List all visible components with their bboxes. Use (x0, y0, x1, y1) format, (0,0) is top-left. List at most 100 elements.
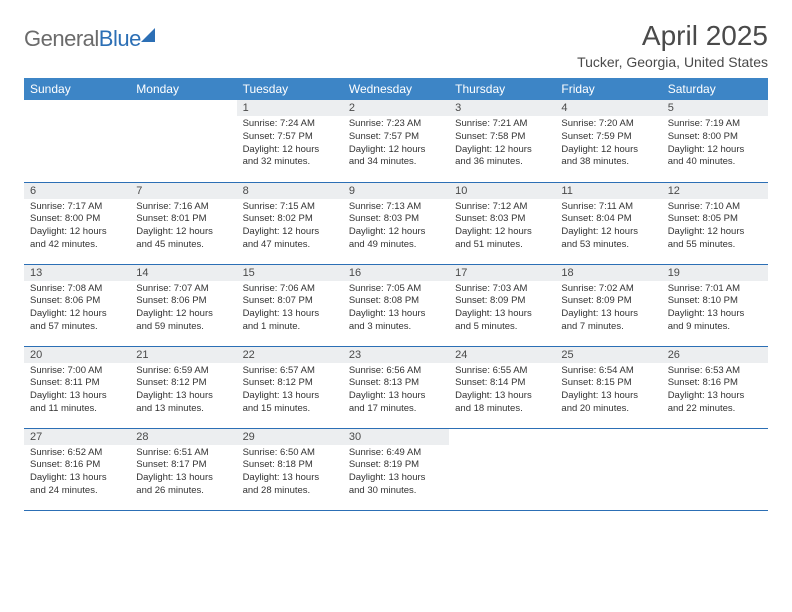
day-details: Sunrise: 7:05 AMSunset: 8:08 PMDaylight:… (343, 281, 449, 338)
day-number: 13 (24, 265, 130, 281)
day-number: 1 (237, 100, 343, 116)
calendar-cell: 27Sunrise: 6:52 AMSunset: 8:16 PMDayligh… (24, 428, 130, 510)
day-number: 14 (130, 265, 236, 281)
day-details: Sunrise: 7:20 AMSunset: 7:59 PMDaylight:… (555, 116, 661, 173)
day-number: 25 (555, 347, 661, 363)
calendar-row: 13Sunrise: 7:08 AMSunset: 8:06 PMDayligh… (24, 264, 768, 346)
calendar-row: 1Sunrise: 7:24 AMSunset: 7:57 PMDaylight… (24, 100, 768, 182)
calendar-cell: 1Sunrise: 7:24 AMSunset: 7:57 PMDaylight… (237, 100, 343, 182)
day-details: Sunrise: 6:49 AMSunset: 8:19 PMDaylight:… (343, 445, 449, 502)
day-details: Sunrise: 7:07 AMSunset: 8:06 PMDaylight:… (130, 281, 236, 338)
logo-word2: Blue (99, 26, 141, 51)
day-details: Sunrise: 7:08 AMSunset: 8:06 PMDaylight:… (24, 281, 130, 338)
month-title: April 2025 (577, 20, 768, 52)
calendar-cell: 4Sunrise: 7:20 AMSunset: 7:59 PMDaylight… (555, 100, 661, 182)
calendar-cell: 20Sunrise: 7:00 AMSunset: 8:11 PMDayligh… (24, 346, 130, 428)
day-details: Sunrise: 7:02 AMSunset: 8:09 PMDaylight:… (555, 281, 661, 338)
calendar-cell: 18Sunrise: 7:02 AMSunset: 8:09 PMDayligh… (555, 264, 661, 346)
calendar-cell: 12Sunrise: 7:10 AMSunset: 8:05 PMDayligh… (662, 182, 768, 264)
calendar-cell: 28Sunrise: 6:51 AMSunset: 8:17 PMDayligh… (130, 428, 236, 510)
day-number: 16 (343, 265, 449, 281)
calendar-row: 27Sunrise: 6:52 AMSunset: 8:16 PMDayligh… (24, 428, 768, 510)
calendar-cell: 2Sunrise: 7:23 AMSunset: 7:57 PMDaylight… (343, 100, 449, 182)
day-number: 23 (343, 347, 449, 363)
day-number: 2 (343, 100, 449, 116)
calendar-cell: 3Sunrise: 7:21 AMSunset: 7:58 PMDaylight… (449, 100, 555, 182)
title-block: April 2025 Tucker, Georgia, United State… (577, 20, 768, 70)
day-number: 29 (237, 429, 343, 445)
day-details: Sunrise: 7:19 AMSunset: 8:00 PMDaylight:… (662, 116, 768, 173)
day-details: Sunrise: 6:55 AMSunset: 8:14 PMDaylight:… (449, 363, 555, 420)
day-number: 27 (24, 429, 130, 445)
page-container: GeneralBlue April 2025 Tucker, Georgia, … (0, 0, 792, 531)
logo-word1: General (24, 26, 99, 51)
calendar-cell: 30Sunrise: 6:49 AMSunset: 8:19 PMDayligh… (343, 428, 449, 510)
calendar-cell: 15Sunrise: 7:06 AMSunset: 8:07 PMDayligh… (237, 264, 343, 346)
day-details: Sunrise: 6:51 AMSunset: 8:17 PMDaylight:… (130, 445, 236, 502)
day-number: 5 (662, 100, 768, 116)
logo: GeneralBlue (24, 26, 155, 52)
calendar-cell (130, 100, 236, 182)
day-details: Sunrise: 7:23 AMSunset: 7:57 PMDaylight:… (343, 116, 449, 173)
day-details: Sunrise: 7:00 AMSunset: 8:11 PMDaylight:… (24, 363, 130, 420)
calendar-cell: 29Sunrise: 6:50 AMSunset: 8:18 PMDayligh… (237, 428, 343, 510)
day-details: Sunrise: 6:54 AMSunset: 8:15 PMDaylight:… (555, 363, 661, 420)
logo-triangle-icon (141, 28, 155, 42)
day-details: Sunrise: 7:03 AMSunset: 8:09 PMDaylight:… (449, 281, 555, 338)
calendar-body: 1Sunrise: 7:24 AMSunset: 7:57 PMDaylight… (24, 100, 768, 510)
calendar-row: 20Sunrise: 7:00 AMSunset: 8:11 PMDayligh… (24, 346, 768, 428)
day-details: Sunrise: 6:57 AMSunset: 8:12 PMDaylight:… (237, 363, 343, 420)
day-details: Sunrise: 6:56 AMSunset: 8:13 PMDaylight:… (343, 363, 449, 420)
calendar-cell: 26Sunrise: 6:53 AMSunset: 8:16 PMDayligh… (662, 346, 768, 428)
day-number: 6 (24, 183, 130, 199)
day-number: 10 (449, 183, 555, 199)
day-number: 21 (130, 347, 236, 363)
day-details: Sunrise: 7:21 AMSunset: 7:58 PMDaylight:… (449, 116, 555, 173)
day-number: 3 (449, 100, 555, 116)
weekday-header: Friday (555, 78, 661, 100)
day-number: 26 (662, 347, 768, 363)
day-number: 17 (449, 265, 555, 281)
calendar-cell: 13Sunrise: 7:08 AMSunset: 8:06 PMDayligh… (24, 264, 130, 346)
day-number: 24 (449, 347, 555, 363)
day-details: Sunrise: 7:11 AMSunset: 8:04 PMDaylight:… (555, 199, 661, 256)
calendar-cell: 19Sunrise: 7:01 AMSunset: 8:10 PMDayligh… (662, 264, 768, 346)
day-number: 19 (662, 265, 768, 281)
calendar-cell: 11Sunrise: 7:11 AMSunset: 8:04 PMDayligh… (555, 182, 661, 264)
day-details: Sunrise: 7:01 AMSunset: 8:10 PMDaylight:… (662, 281, 768, 338)
day-number: 15 (237, 265, 343, 281)
day-number: 11 (555, 183, 661, 199)
day-number: 12 (662, 183, 768, 199)
weekday-header: Saturday (662, 78, 768, 100)
day-number: 8 (237, 183, 343, 199)
calendar-cell (662, 428, 768, 510)
header: GeneralBlue April 2025 Tucker, Georgia, … (24, 20, 768, 70)
day-details: Sunrise: 7:15 AMSunset: 8:02 PMDaylight:… (237, 199, 343, 256)
day-number: 20 (24, 347, 130, 363)
day-details: Sunrise: 7:12 AMSunset: 8:03 PMDaylight:… (449, 199, 555, 256)
calendar-cell: 22Sunrise: 6:57 AMSunset: 8:12 PMDayligh… (237, 346, 343, 428)
day-details: Sunrise: 7:10 AMSunset: 8:05 PMDaylight:… (662, 199, 768, 256)
day-details: Sunrise: 6:53 AMSunset: 8:16 PMDaylight:… (662, 363, 768, 420)
calendar-cell: 7Sunrise: 7:16 AMSunset: 8:01 PMDaylight… (130, 182, 236, 264)
weekday-header: Wednesday (343, 78, 449, 100)
day-details: Sunrise: 7:16 AMSunset: 8:01 PMDaylight:… (130, 199, 236, 256)
location-text: Tucker, Georgia, United States (577, 54, 768, 70)
weekday-header: Monday (130, 78, 236, 100)
day-number: 7 (130, 183, 236, 199)
day-number: 30 (343, 429, 449, 445)
day-number: 22 (237, 347, 343, 363)
weekday-header: Sunday (24, 78, 130, 100)
calendar-cell: 14Sunrise: 7:07 AMSunset: 8:06 PMDayligh… (130, 264, 236, 346)
day-number: 18 (555, 265, 661, 281)
calendar-cell: 10Sunrise: 7:12 AMSunset: 8:03 PMDayligh… (449, 182, 555, 264)
calendar-cell: 6Sunrise: 7:17 AMSunset: 8:00 PMDaylight… (24, 182, 130, 264)
calendar-cell (24, 100, 130, 182)
calendar-row: 6Sunrise: 7:17 AMSunset: 8:00 PMDaylight… (24, 182, 768, 264)
day-details: Sunrise: 6:52 AMSunset: 8:16 PMDaylight:… (24, 445, 130, 502)
day-details: Sunrise: 7:17 AMSunset: 8:00 PMDaylight:… (24, 199, 130, 256)
calendar-cell (449, 428, 555, 510)
calendar-table: Sunday Monday Tuesday Wednesday Thursday… (24, 78, 768, 511)
day-number: 28 (130, 429, 236, 445)
calendar-cell: 9Sunrise: 7:13 AMSunset: 8:03 PMDaylight… (343, 182, 449, 264)
